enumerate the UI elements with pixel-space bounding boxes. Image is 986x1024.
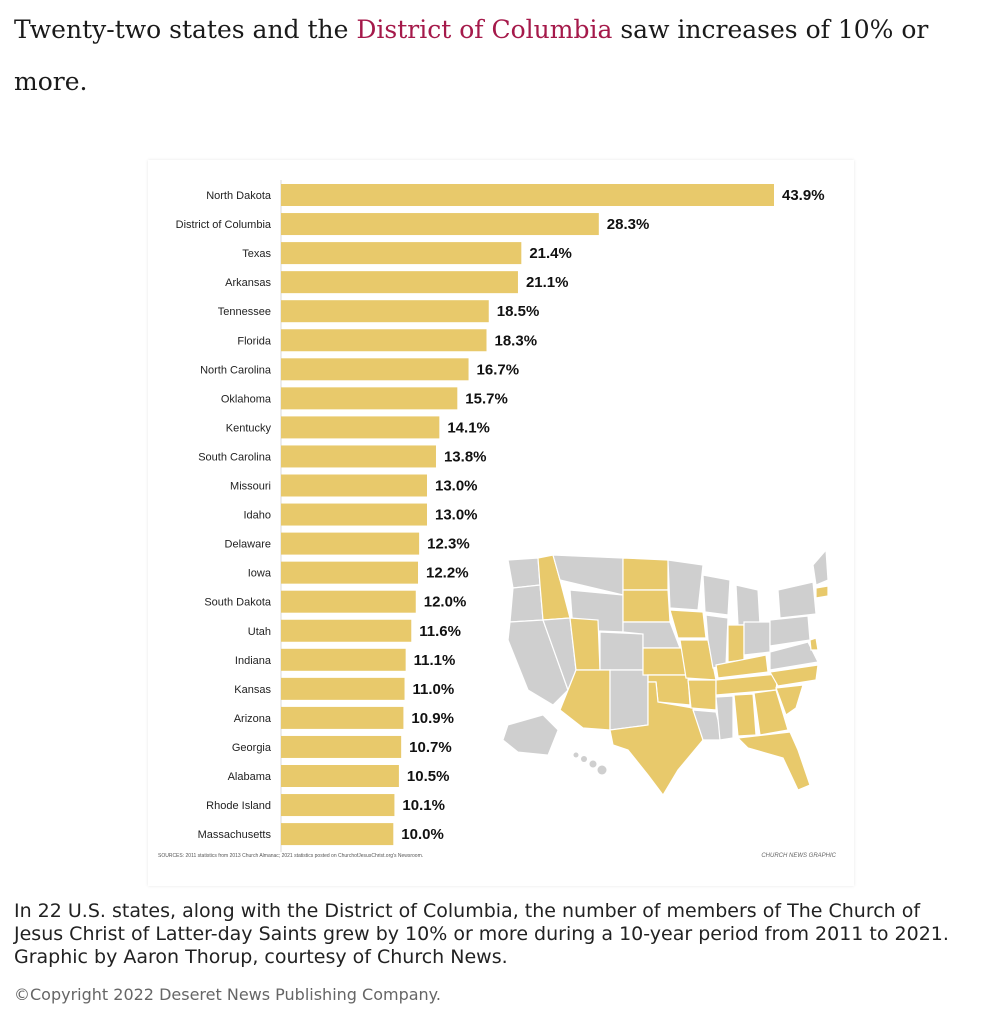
bar-value-label: 15.7%	[465, 390, 508, 407]
bar-value-label: 28.3%	[607, 216, 650, 233]
bar-value-label: 13.0%	[435, 507, 478, 524]
bar-value-label: 12.0%	[424, 594, 467, 611]
category-label: Tennessee	[218, 306, 271, 318]
bar	[281, 503, 427, 526]
chart-figure: North Dakota 43.9% District of Columbia 28.…	[148, 160, 854, 886]
bar	[281, 532, 420, 555]
category-label: Arkansas	[225, 277, 271, 289]
bar-value-label: 12.2%	[426, 565, 469, 582]
bar	[281, 735, 402, 758]
bar	[281, 213, 599, 236]
bar-chart: North Dakota 43.9% District of Columbia 28.…	[176, 180, 825, 853]
bar-value-label: 13.8%	[444, 448, 487, 465]
bar-value-label: 10.0%	[401, 826, 444, 843]
bar	[281, 416, 440, 439]
category-label: District of Columbia	[176, 219, 272, 231]
bar	[281, 474, 427, 497]
category-label: Utah	[248, 626, 271, 638]
category-label: Massachusetts	[198, 829, 272, 841]
category-label: Oklahoma	[221, 393, 272, 405]
category-label: North Carolina	[200, 364, 272, 376]
category-label: South Dakota	[204, 597, 272, 609]
bar-value-label: 11.1%	[414, 652, 456, 669]
bar-value-label: 10.9%	[411, 710, 454, 727]
bar-value-label: 10.1%	[402, 797, 445, 814]
category-label: Florida	[237, 335, 272, 347]
bar-value-label: 21.1%	[526, 274, 569, 291]
category-label: Indiana	[235, 655, 272, 667]
bar-value-label: 12.3%	[427, 536, 470, 553]
bar-value-label: 11.6%	[419, 623, 461, 640]
bar-value-label: 10.7%	[409, 739, 452, 756]
bar-value-label: 10.5%	[407, 768, 450, 785]
bar	[281, 590, 416, 613]
district-of-columbia-link[interactable]: District of Columbia	[356, 15, 613, 44]
bar	[281, 823, 394, 846]
bar	[281, 765, 399, 787]
bar	[281, 271, 518, 294]
category-label: Texas	[242, 248, 271, 260]
category-label: Rhode Island	[206, 800, 271, 812]
category-label: Alabama	[228, 771, 272, 783]
category-label: Missouri	[230, 481, 271, 493]
chart-credit: CHURCH NEWS GRAPHIC	[761, 853, 836, 859]
category-label: Idaho	[243, 510, 271, 522]
bar	[281, 329, 487, 352]
bar	[281, 387, 458, 410]
bar	[281, 184, 774, 206]
bar-value-label: 14.1%	[447, 419, 490, 436]
bar	[281, 648, 406, 671]
bar-value-label: 43.9%	[782, 187, 825, 204]
bar-value-label: 13.0%	[435, 478, 478, 495]
bar	[281, 561, 419, 584]
copyright-notice: ©Copyright 2022 Deseret News Publishing …	[14, 985, 441, 1004]
bar-value-label: 18.3%	[495, 332, 538, 349]
category-label: Kentucky	[226, 422, 272, 434]
category-label: Iowa	[248, 568, 272, 580]
category-label: Kansas	[234, 684, 271, 696]
bar	[281, 300, 489, 323]
chart-sources: SOURCES: 2011 statistics from 2013 Churc…	[158, 853, 424, 859]
category-label: Delaware	[225, 539, 271, 551]
bar-value-label: 21.4%	[529, 245, 572, 262]
category-label: North Dakota	[206, 190, 272, 202]
intro-text-end: saw increases of 10% or more.	[14, 15, 929, 96]
intro-text-start: Twenty-two states and the	[14, 15, 357, 44]
bar	[281, 677, 405, 700]
bar	[281, 358, 469, 381]
intro-paragraph: Twenty-two states and the District of Co…	[14, 4, 964, 108]
figure-caption: In 22 U.S. states, along with the Distri…	[14, 900, 949, 968]
bar	[281, 445, 436, 468]
bar	[281, 619, 412, 642]
bar	[281, 242, 522, 265]
bar	[281, 706, 404, 729]
bar-value-label: 11.0%	[413, 681, 455, 698]
category-label: Georgia	[232, 742, 272, 754]
category-label: South Carolina	[198, 451, 272, 463]
bar-value-label: 16.7%	[477, 361, 520, 378]
us-map-illustration	[502, 548, 828, 797]
bar	[281, 794, 395, 817]
category-label: Arizona	[234, 713, 272, 725]
bar-value-label: 18.5%	[497, 303, 540, 320]
